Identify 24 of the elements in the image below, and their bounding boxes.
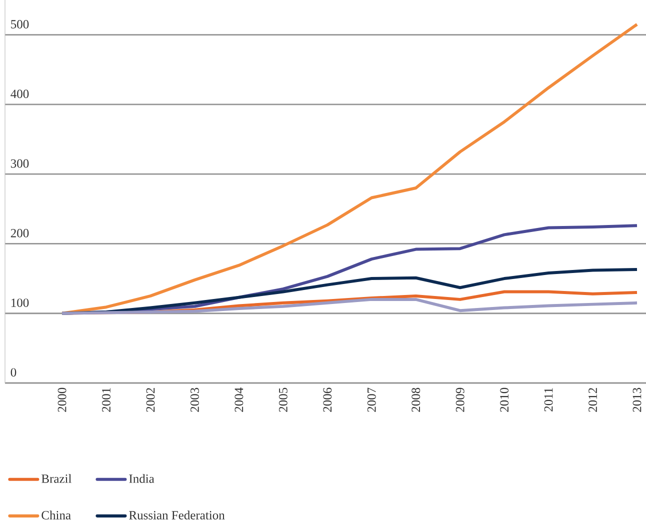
x-tick-label: 2004 xyxy=(234,388,244,412)
y-tick-label: 200 xyxy=(10,228,29,238)
y-tick-label: 100 xyxy=(11,298,29,307)
legend-label: China xyxy=(42,510,71,520)
x-tick-label: 2002 xyxy=(146,388,155,412)
x-tick-label: 2012 xyxy=(588,388,597,412)
x-tick-label: 2000 xyxy=(58,388,66,412)
y-tick-label: 0 xyxy=(10,368,16,377)
legend-label: Brazil xyxy=(42,474,72,483)
x-tick-label: 2010 xyxy=(500,388,509,412)
x-tick-label: 2001 xyxy=(102,388,110,412)
x-tick-label: 2013 xyxy=(632,388,642,412)
x-tick-label: 2005 xyxy=(278,388,288,412)
y-tick-label: 400 xyxy=(10,90,29,98)
legend-label: Russian Federation xyxy=(129,510,225,520)
y-tick-label: 300 xyxy=(10,159,29,168)
x-tick-label: 2011 xyxy=(544,388,553,412)
legend-label: India xyxy=(129,474,154,483)
y-tick-label: 500 xyxy=(11,20,29,28)
x-tick-label: 2003 xyxy=(190,388,199,412)
x-tick-label: 2008 xyxy=(412,388,420,412)
x-tick-label: 2006 xyxy=(323,388,332,412)
x-tick-label: 2007 xyxy=(367,388,376,412)
x-tick-label: 2009 xyxy=(456,388,464,412)
